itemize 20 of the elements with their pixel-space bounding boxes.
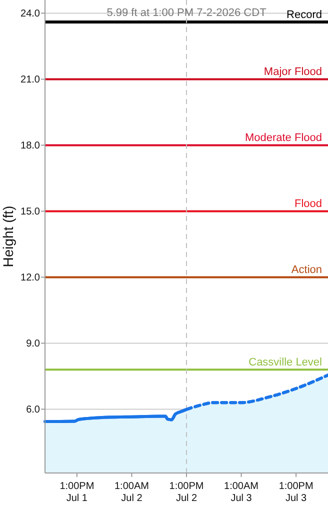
y-tick-label: 21.0 — [20, 74, 40, 86]
ref-line-label: Cassville Level — [248, 356, 322, 369]
x-tick-label: 1:00PM Jul 2 — [169, 481, 204, 504]
y-axis-title: Height (ft) — [0, 206, 16, 268]
y-tick-label: 9.0 — [26, 338, 40, 350]
ref-line-label: Major Flood — [264, 66, 322, 78]
x-tick-label: 1:00PM Jul 1 — [60, 481, 94, 504]
x-tick-label: 1:00AM Jul 3 — [224, 481, 259, 504]
y-tick-label: 18.0 — [20, 140, 40, 152]
text: 5.99 ft at 1:00 PM 7-2-2026 CDT — [106, 7, 267, 19]
y-tick-label: 24.0 — [20, 8, 40, 20]
y-tick-label: 12.0 — [20, 272, 40, 284]
ref-line-label: Flood — [294, 198, 322, 210]
ref-line-label: Record — [286, 9, 322, 21]
x-tick-label: 1:00AM Jul 2 — [114, 481, 149, 504]
y-tick-label: 15.0 — [20, 206, 40, 218]
ref-line-label: Moderate Flood — [244, 132, 322, 144]
x-tick-label: 1:00PM Jul 3 — [278, 481, 314, 504]
y-tick-label: 6.0 — [26, 404, 40, 416]
ref-line-label: Action — [291, 264, 322, 276]
